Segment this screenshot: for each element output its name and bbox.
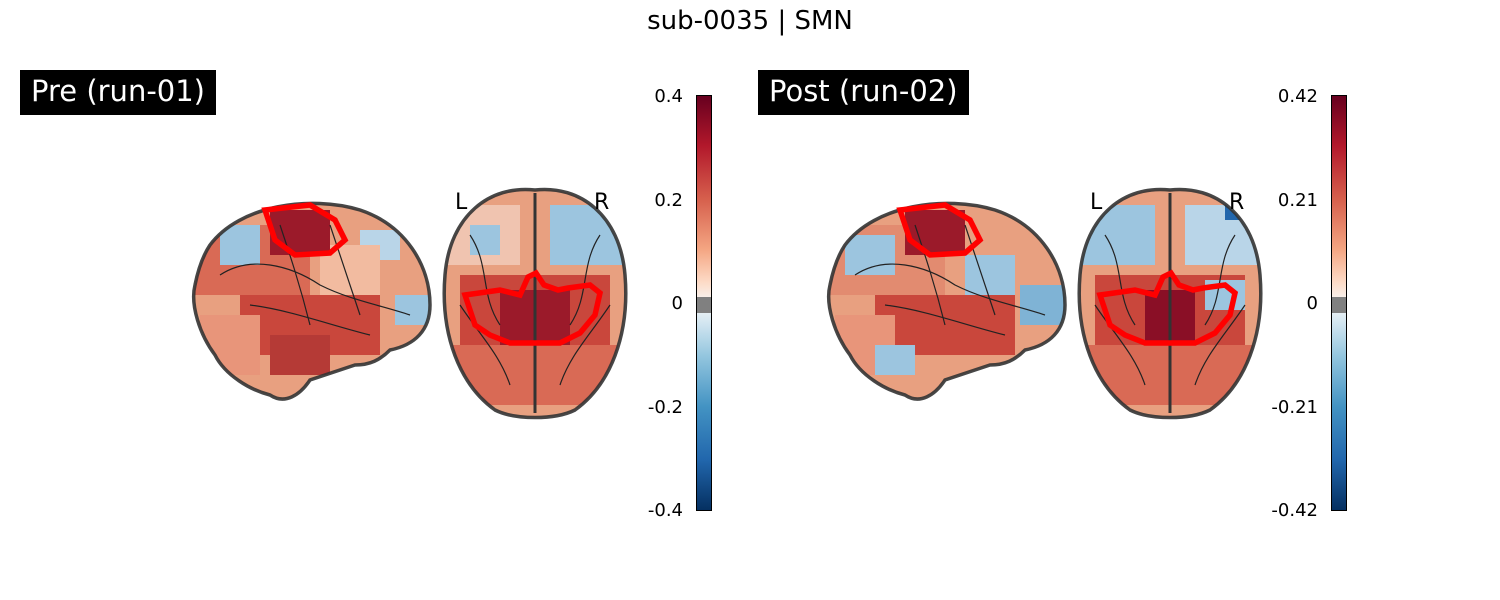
- orientation-right-label-pre: R: [594, 190, 610, 215]
- colorbar-tick-pre: -0.4: [647, 500, 683, 521]
- sagittal-view-pre: [192, 201, 432, 401]
- colorbar-tick-pre: 0.2: [654, 190, 683, 211]
- colorbar-pre: [696, 95, 712, 511]
- colorbar-tick-post: 0.21: [1277, 190, 1318, 211]
- colorbar-null-band-pre: [697, 296, 711, 314]
- orientation-left-label-post: L: [1090, 190, 1103, 215]
- orientation-left-label-pre: L: [455, 190, 468, 215]
- colorbar-post: [1331, 95, 1347, 511]
- panel-label-pre: Pre (run-01): [20, 70, 216, 115]
- figure-title: sub-0035 | SMN: [647, 6, 853, 36]
- axial-view-post: [1077, 187, 1263, 420]
- colorbar-tick-post: -0.21: [1271, 397, 1318, 418]
- colorbar-tick-post: 0: [1306, 293, 1318, 314]
- colorbar-tick-pre: 0.4: [654, 86, 683, 107]
- orientation-right-label-post: R: [1229, 190, 1245, 215]
- colorbar-tick-pre: -0.2: [647, 397, 683, 418]
- panel-label-post: Post (run-02): [758, 70, 969, 115]
- sagittal-view-post: [827, 201, 1067, 401]
- colorbar-tick-post: 0.42: [1277, 86, 1318, 107]
- axial-view-pre: [442, 187, 628, 420]
- colorbar-tick-post: -0.42: [1271, 500, 1318, 521]
- colorbar-null-band-post: [1332, 296, 1346, 314]
- colorbar-tick-pre: 0: [671, 293, 683, 314]
